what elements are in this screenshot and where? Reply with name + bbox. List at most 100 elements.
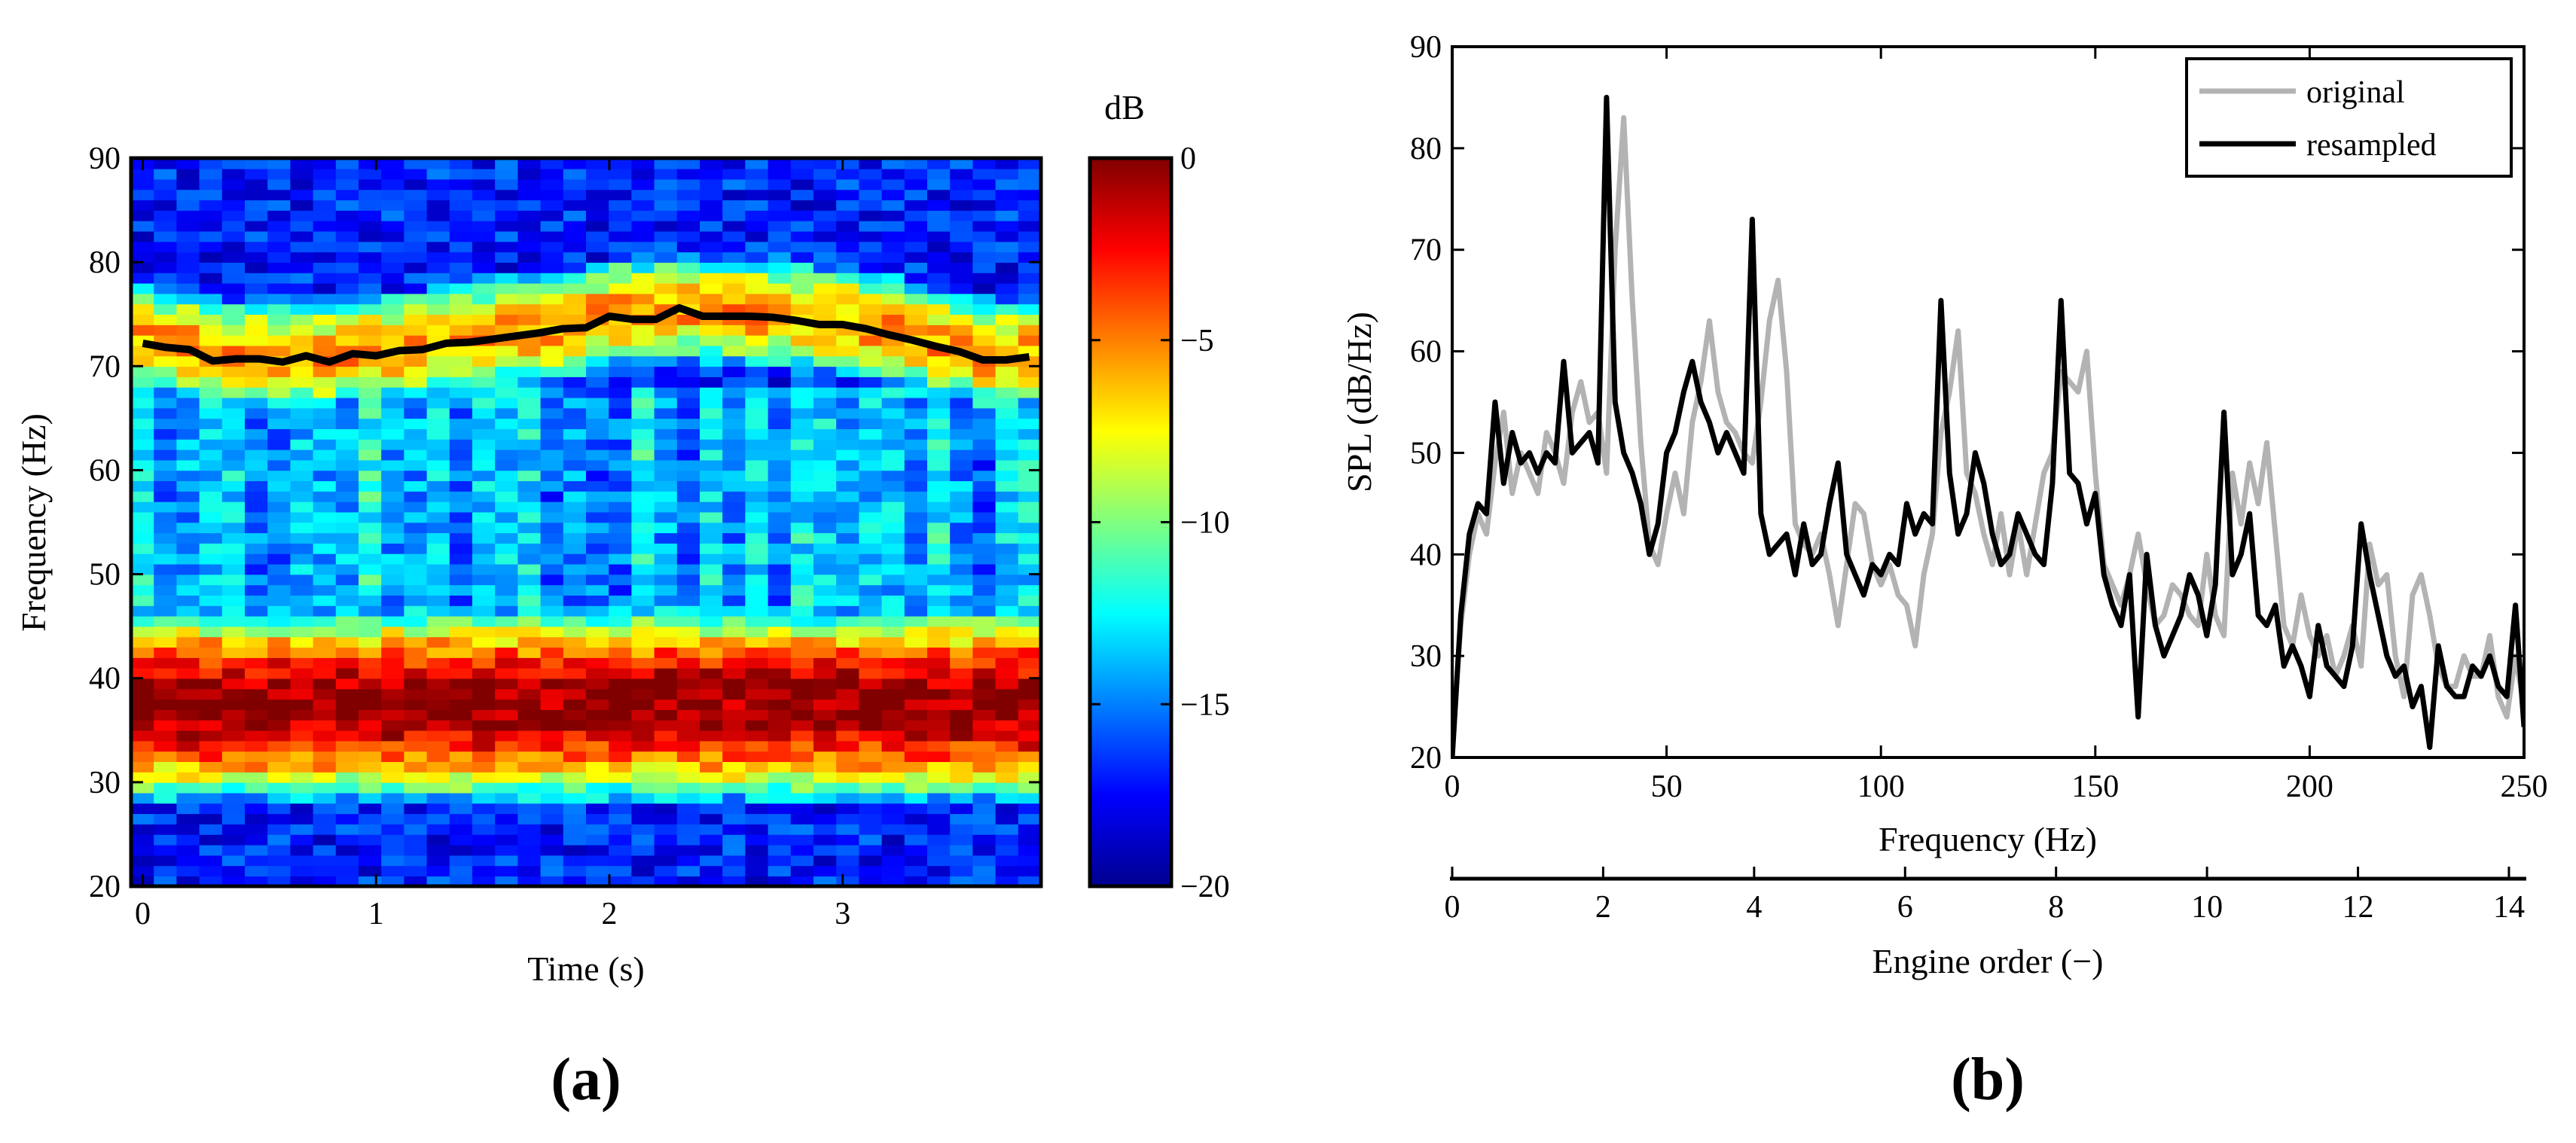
heatmap-cell	[290, 334, 314, 346]
heatmap-cell	[904, 522, 928, 534]
heatmap-cell	[904, 366, 928, 377]
heatmap-cell	[563, 719, 587, 731]
heatmap-cell	[381, 407, 405, 419]
heatmap-cell	[245, 366, 268, 377]
heatmap-cell	[154, 293, 178, 305]
heatmap-cell	[859, 189, 883, 201]
heatmap-cell	[790, 241, 814, 253]
heatmap-cell	[722, 158, 746, 169]
heatmap-cell	[472, 251, 496, 263]
heatmap-cell	[927, 834, 951, 846]
heatmap-cell	[904, 584, 928, 596]
heatmap-cell	[540, 230, 564, 242]
heatmap-cell	[540, 376, 564, 388]
heatmap-cell	[768, 522, 792, 534]
heatmap-cell	[426, 397, 450, 409]
heatmap-cell	[199, 751, 223, 763]
heatmap-cell	[426, 178, 450, 190]
heatmap-cell	[540, 480, 564, 492]
heatmap-cell	[449, 418, 473, 429]
heatmap-cell	[904, 605, 928, 617]
heatmap-cell	[313, 615, 337, 627]
heatmap-cell	[495, 667, 519, 679]
heatmap-cell	[245, 303, 268, 315]
heatmap-cell	[654, 501, 678, 513]
heatmap-cell	[517, 709, 542, 721]
heatmap-cell	[245, 511, 268, 523]
heatmap-cell	[131, 667, 154, 679]
heatmap-cell	[927, 865, 951, 876]
heatmap-cell	[722, 657, 746, 669]
heatmap-cell	[131, 303, 154, 315]
heatmap-cell	[745, 438, 769, 450]
heatmap-cell	[176, 813, 200, 824]
heatmap-cell	[290, 325, 314, 336]
heatmap-cell	[631, 220, 655, 232]
heatmap-cell	[1018, 584, 1041, 596]
heatmap-cell	[563, 366, 587, 377]
heatmap-cell	[221, 325, 246, 336]
heatmap-cell	[290, 418, 314, 429]
heatmap-cell	[290, 501, 314, 513]
heatmap-cell	[540, 168, 564, 180]
heatmap-cell	[313, 511, 337, 523]
heatmap-cell	[813, 595, 837, 606]
heatmap-cell	[745, 844, 769, 856]
heatmap-cell	[768, 563, 792, 575]
heatmap-cell	[335, 876, 359, 886]
heatmap-cell	[313, 272, 337, 284]
heatmap-cell	[495, 803, 519, 815]
heatmap-cell	[927, 532, 951, 544]
heatmap-cell	[199, 220, 223, 232]
heatmap-cell	[563, 459, 587, 471]
heatmap-cell	[950, 334, 974, 346]
heatmap-cell	[540, 792, 564, 804]
x-tick-label-b: 100	[1857, 770, 1905, 804]
heatmap-cell	[426, 730, 450, 742]
heatmap-cell	[836, 647, 860, 658]
heatmap-cell	[631, 803, 655, 815]
heatmap-cell	[700, 584, 723, 596]
heatmap-cell	[335, 563, 359, 575]
heatmap-cell	[995, 605, 1019, 617]
heatmap-cell	[768, 813, 792, 824]
heatmap-cell	[199, 178, 223, 190]
heatmap-cell	[654, 459, 678, 471]
heatmap-cell	[881, 699, 905, 710]
heatmap-cell	[335, 491, 359, 502]
heatmap-cell	[221, 772, 246, 783]
heatmap-cell	[290, 470, 314, 482]
heatmap-cell	[381, 626, 405, 638]
heatmap-cell	[927, 251, 951, 263]
heatmap-cell	[381, 178, 405, 190]
heatmap-cell	[426, 719, 450, 731]
heatmap-cell	[654, 220, 678, 232]
heatmap-cell	[654, 740, 678, 752]
heatmap-cell	[904, 553, 928, 565]
heatmap-cell	[359, 782, 382, 794]
heatmap-cell	[1018, 272, 1041, 284]
heatmap-cell	[449, 730, 473, 742]
heatmap-cell	[700, 678, 723, 690]
heatmap-cell	[676, 803, 700, 815]
heatmap-cell	[631, 813, 655, 824]
heatmap-cell	[836, 751, 860, 763]
heatmap-cell	[881, 543, 905, 554]
heatmap-cell	[586, 470, 609, 482]
heatmap-cell	[381, 824, 405, 835]
heatmap-cell	[449, 345, 473, 357]
heatmap-cell	[290, 865, 314, 876]
heatmap-cell	[313, 262, 337, 273]
heatmap-cell	[654, 230, 678, 242]
heatmap-cell	[586, 574, 609, 586]
heatmap-cell	[472, 553, 496, 565]
heatmap-cell	[722, 200, 746, 211]
heatmap-cell	[768, 751, 792, 763]
heatmap-cell	[517, 865, 542, 876]
heatmap-cell	[609, 751, 633, 763]
heatmap-cell	[745, 303, 769, 315]
heatmap-cell	[609, 772, 633, 783]
heatmap-cell	[904, 230, 928, 242]
heatmap-cell	[700, 220, 723, 232]
heatmap-cell	[290, 449, 314, 461]
